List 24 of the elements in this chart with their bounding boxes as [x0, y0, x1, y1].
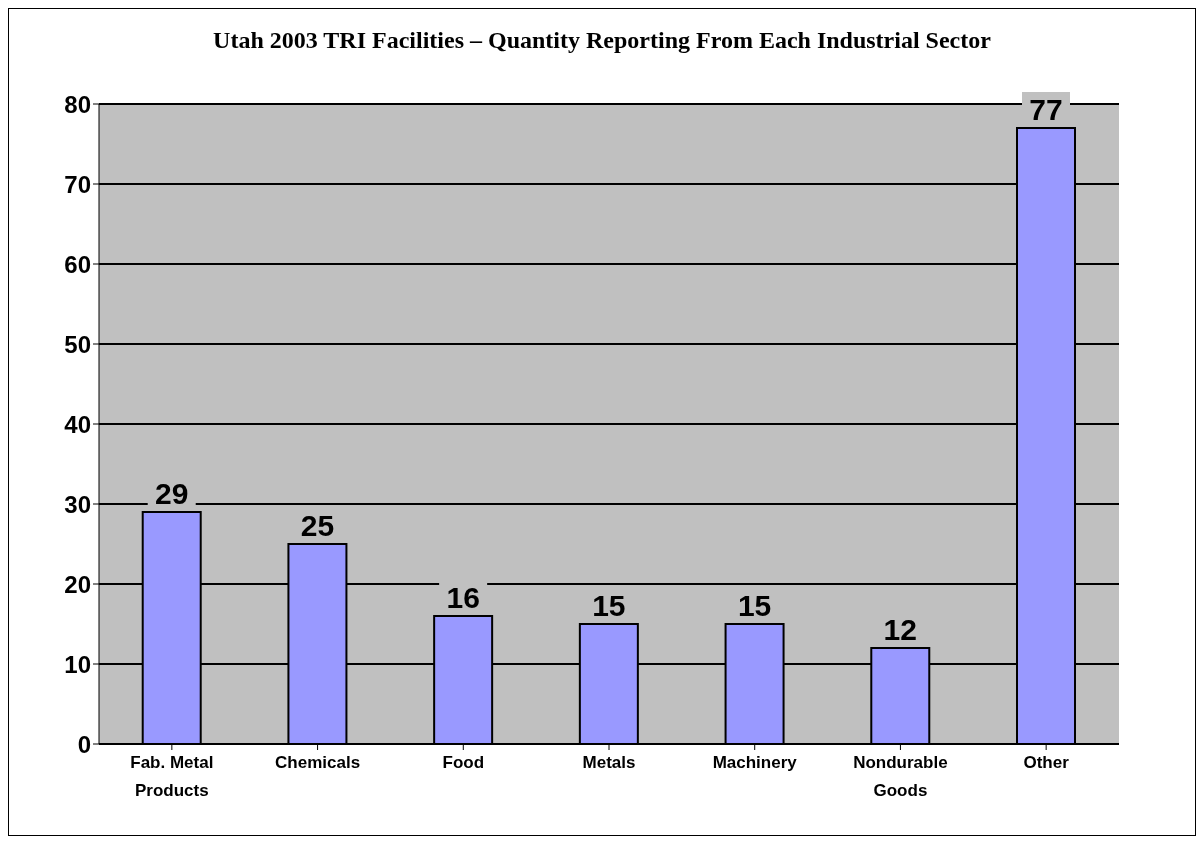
- x-tick-label: Other: [1023, 753, 1070, 772]
- chart-title: Utah 2003 TRI Facilities – Quantity Reporting From Each Industrial Sector: [212, 26, 992, 54]
- data-label: 29: [155, 477, 189, 510]
- y-tick-label: 20: [64, 570, 91, 598]
- x-tick-label: Nondurable Goods: [853, 753, 948, 800]
- data-label: 25: [300, 509, 335, 542]
- y-tick-label: 50: [64, 330, 91, 358]
- x-tick-label: Food: [442, 753, 485, 772]
- data-label: 77: [1029, 93, 1063, 126]
- y-tick-label: 80: [64, 90, 91, 118]
- data-label: 16: [446, 581, 480, 614]
- y-tick-label: 10: [64, 650, 91, 678]
- x-tick-label: Fab. Metal Products: [130, 753, 214, 800]
- y-tick-label: 0: [77, 730, 91, 758]
- y-tick-label: 30: [64, 490, 91, 518]
- x-tick-label: Machinery: [712, 753, 798, 772]
- y-tick-label: 40: [64, 410, 91, 438]
- y-tick-label: 60: [64, 250, 91, 278]
- data-label: 15: [592, 589, 626, 622]
- data-label: 15: [737, 589, 772, 622]
- x-tick-label: Metals: [582, 753, 636, 772]
- y-tick-label: 70: [64, 170, 91, 198]
- data-label: 12: [883, 613, 917, 646]
- x-tick-label: Chemicals: [275, 753, 361, 772]
